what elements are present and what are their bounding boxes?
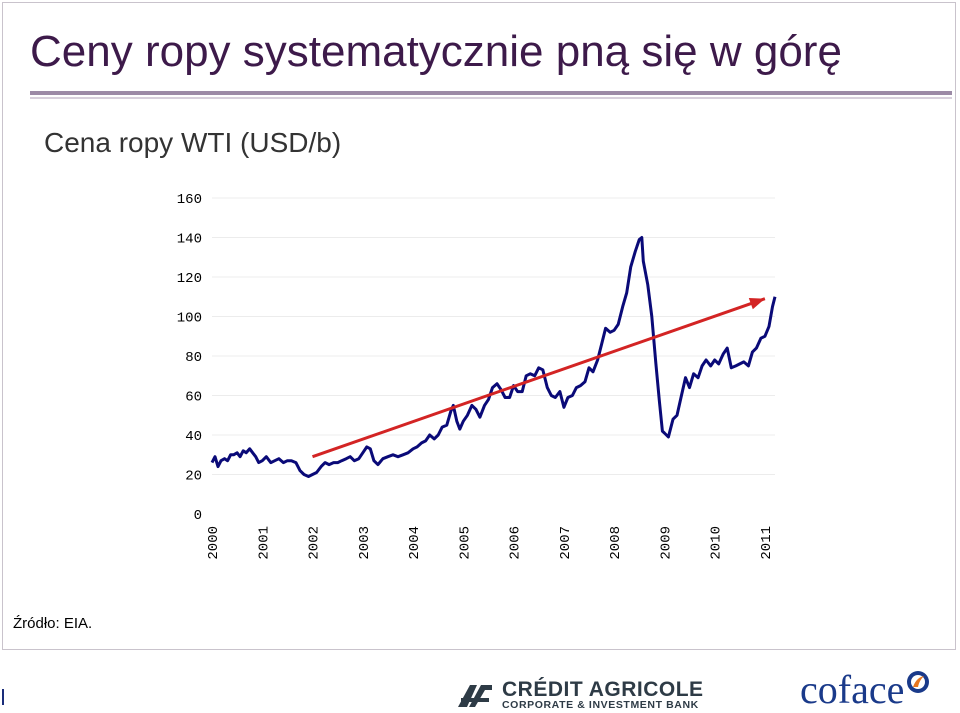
y-tick-label-100: 100 [177,311,202,327]
coface-logo: coface [800,668,930,712]
x-tick-label-2007: 2007 [558,526,574,560]
trend-arrowhead [748,298,765,310]
y-tick-label-40: 40 [185,429,202,445]
x-tick-label-2003: 2003 [357,526,373,560]
y-tick-label-140: 140 [177,232,202,248]
credit-agricole-symbol-icon [458,684,492,707]
x-tick-label-2004: 2004 [407,526,423,560]
trend-line [312,297,766,459]
slide-frame [2,2,956,650]
x-axis-ticks: 2000 2001 2002 2003 2004 2005 2006 2007 2008 2009… [206,526,775,560]
series-line-wti [210,236,777,478]
y-tick-label-20: 20 [185,469,202,485]
title-divider [30,91,952,95]
x-tick-label-2008: 2008 [608,526,624,560]
x-tick-label-2009: 2009 [658,526,674,560]
slide-title: Ceny ropy systematycznie pną się w górę [30,27,842,76]
credit-agricole-logo: CRÉDIT AGRICOLE CORPORATE & INVESTMENT B… [456,678,704,711]
x-tick-label-2002: 2002 [307,526,323,560]
coface-emblem-icon [907,671,930,693]
x-tick-label-2005: 2005 [457,526,473,560]
x-tick-label-2011: 2011 [759,526,775,560]
y-axis-ticks: 160 140 120 100 80 60 40 20 0 [177,192,202,524]
x-tick-label-2000: 2000 [206,526,222,560]
credit-agricole-name: CRÉDIT AGRICOLE [502,678,704,701]
y-tick-label-80: 80 [185,350,202,366]
x-tick-label-2001: 2001 [256,526,272,560]
series-layer [210,236,777,478]
title-divider-shadow [30,97,952,99]
source-note: Źródło: EIA. [13,615,93,632]
y-tick-label-160: 160 [177,192,202,208]
y-tick-label-120: 120 [177,271,202,287]
coface-wordmark: coface [800,667,905,712]
footer-marker [2,689,4,705]
y-tick-label-0: 0 [194,508,202,524]
y-tick-label-60: 60 [185,390,202,406]
x-tick-label-2006: 2006 [508,526,524,560]
grid-lines [212,197,775,475]
chart-title: Cena ropy WTI (USD/b) [44,127,342,158]
credit-agricole-subtitle: CORPORATE & INVESTMENT BANK [502,699,699,711]
x-tick-label-2010: 2010 [709,526,725,560]
